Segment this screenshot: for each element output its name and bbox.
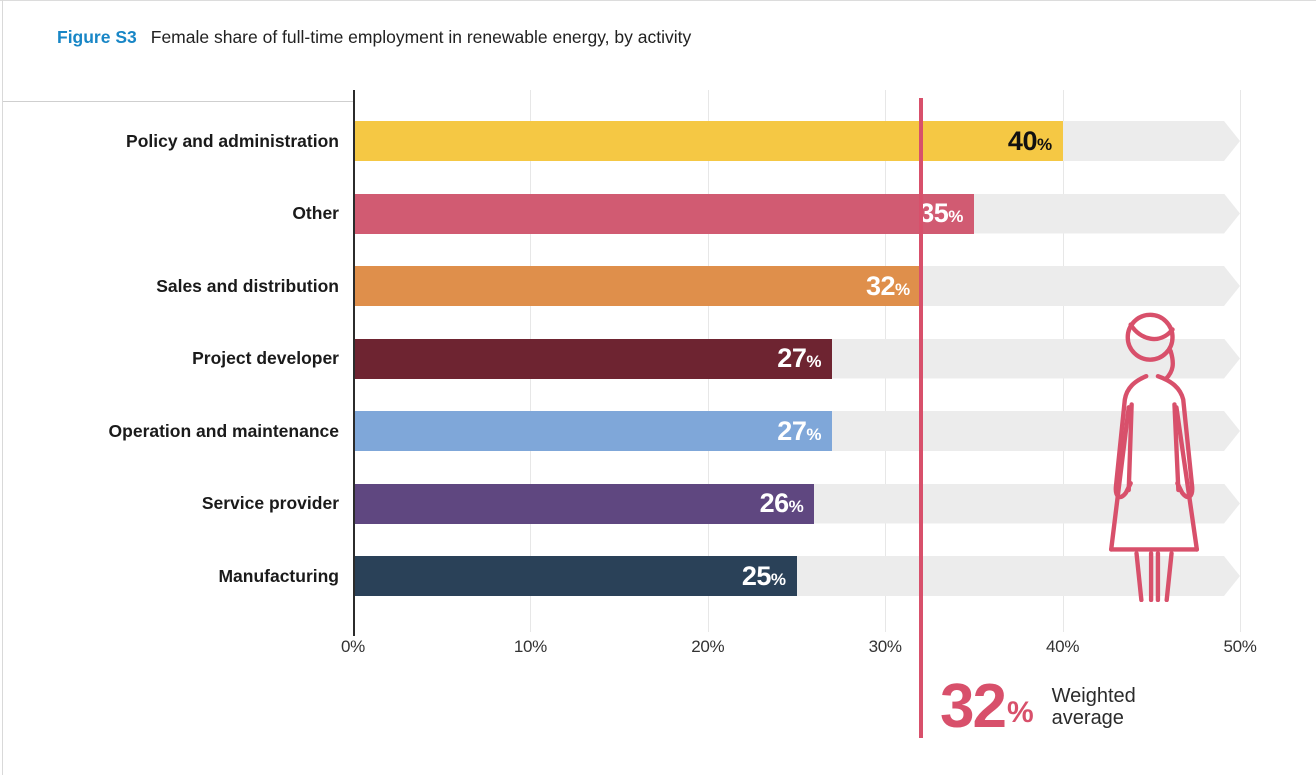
bar: 35%: [353, 193, 974, 234]
bar-value-label: 27%: [777, 343, 821, 373]
weighted-average-caption-line2: average: [1051, 707, 1124, 730]
bar: 40%: [353, 121, 1063, 161]
weighted-average-value: 32: [940, 672, 1007, 741]
x-axis-tick-label: 0%: [341, 637, 365, 656]
bar-row: 27% Operation and maintenance: [109, 411, 1240, 451]
x-axis-tick-label: 10%: [513, 637, 547, 656]
bar-value-label: 40%: [1007, 125, 1052, 156]
bar: 32%: [353, 266, 921, 306]
category-label: Other: [292, 203, 339, 223]
x-axis-tick-label: 40%: [1046, 637, 1080, 656]
woman-dress-right: [1174, 405, 1200, 552]
x-axis-tick-label: 50%: [1223, 637, 1257, 656]
woman-left-leg-outer: [1134, 551, 1144, 602]
woman-figure-icon: [1109, 312, 1200, 602]
bar-value-label: 27%: [777, 415, 821, 446]
bar: 26%: [353, 483, 815, 524]
bar-value-label: 25%: [741, 560, 786, 591]
category-label: Manufacturing: [218, 565, 339, 586]
bar-row: 35% Other: [292, 193, 1240, 234]
weighted-average-percent-sign: %: [1006, 696, 1034, 730]
weighted-average-line: [918, 98, 923, 738]
bar: 25%: [353, 556, 797, 596]
category-label: Sales and distribution: [156, 275, 339, 296]
bar-value-label: 32%: [866, 270, 910, 301]
bar-row: 27% Project developer: [192, 338, 1240, 379]
figure-number-label: Figure S3: [57, 27, 137, 47]
weighted-average-caption: Weighted average: [1052, 685, 1136, 729]
woman-right-leg-outer: [1164, 551, 1174, 602]
bar: 27%: [353, 411, 832, 451]
category-label: Service provider: [201, 493, 339, 513]
gridline: [1240, 90, 1241, 632]
bar-row: 26% Service provider: [202, 483, 1240, 524]
woman-left-inner-arm: [1126, 402, 1134, 493]
bar-row: 40% Policy and administration: [126, 121, 1240, 161]
category-label: Policy and administration: [126, 130, 339, 151]
label-area-rule: [3, 101, 354, 102]
woman-right-arm: [1155, 373, 1195, 500]
woman-head: [1125, 312, 1175, 362]
figure-header: Figure S3 Female share of full-time emplo…: [57, 27, 691, 48]
x-axis-tick-label: 30%: [868, 637, 902, 656]
bar: 27%: [353, 338, 832, 379]
category-label: Operation and maintenance: [108, 420, 339, 441]
woman-left-arm: [1113, 373, 1149, 500]
bar-row: 25% Manufacturing: [218, 556, 1240, 596]
bar-row: 32% Sales and distribution: [156, 266, 1240, 306]
page-left-border: [2, 0, 3, 775]
category-label: Project developer: [192, 348, 339, 368]
figure-title: Female share of full-time employment in …: [150, 27, 692, 47]
bar-value-label: 26%: [759, 488, 804, 518]
x-axis-tick-label: 20%: [691, 637, 725, 656]
plot-area: 40% Policy and administration 35% Other …: [109, 90, 1241, 632]
page-top-border: [0, 0, 1316, 1]
weighted-average-callout: 32 % Weighted average: [940, 672, 1136, 741]
weighted-average-caption-line1: Weighted: [1051, 685, 1136, 708]
woman-dress-left: [1109, 405, 1131, 552]
x-axis-zero-line: [353, 90, 355, 636]
woman-neck: [1163, 348, 1175, 382]
woman-right-inner-arm: [1172, 402, 1181, 493]
bar-value-label: 35%: [919, 198, 963, 228]
woman-hair: [1128, 322, 1175, 342]
